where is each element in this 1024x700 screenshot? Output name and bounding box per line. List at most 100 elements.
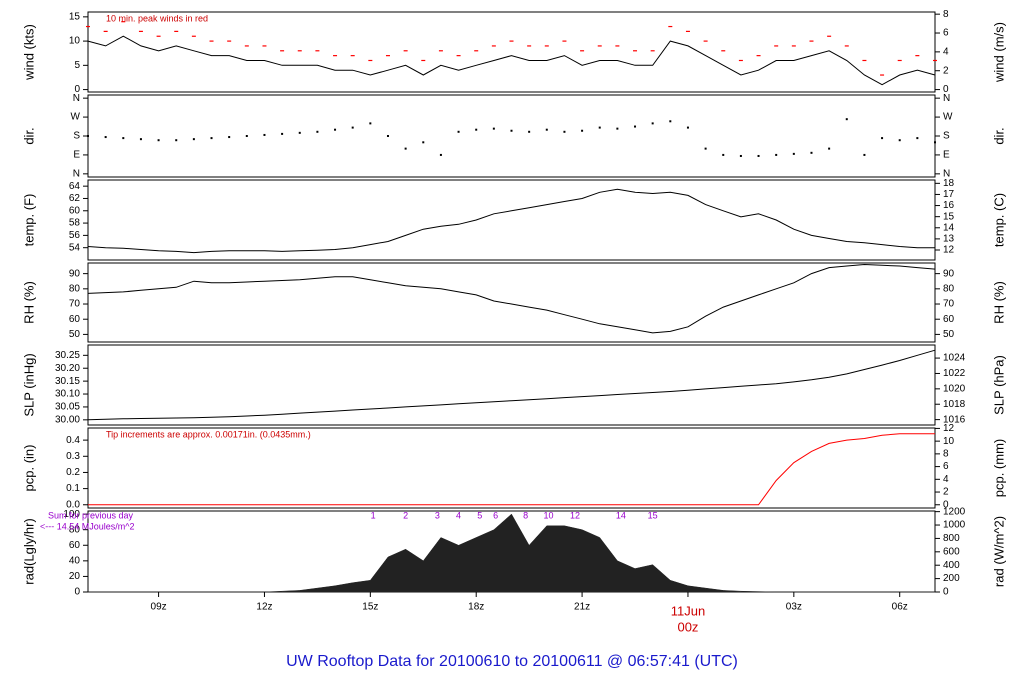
dir-point	[510, 129, 513, 132]
y-tick-label: 60	[69, 314, 81, 325]
dir-point	[87, 135, 89, 137]
dir-point	[881, 137, 884, 140]
y2-axis-label: RH (%)	[991, 281, 1006, 324]
dir-point	[175, 139, 178, 142]
hour-label: 6	[493, 510, 498, 520]
hour-label: 10	[544, 510, 554, 520]
dir-point	[404, 147, 407, 150]
dir-point	[757, 154, 760, 157]
chart-title: UW Rooftop Data for 20100610 to 20100611…	[286, 653, 738, 670]
hour-label: 14	[616, 510, 626, 520]
y2-tick-label: 16	[943, 200, 955, 211]
y2-tick-label: E	[943, 150, 950, 161]
y-tick-label: 5	[74, 60, 80, 71]
dir-point	[334, 128, 337, 131]
y-tick-label: 10	[69, 36, 81, 47]
dir-point	[581, 129, 584, 132]
y2-tick-label: 12	[943, 245, 955, 256]
y2-axis-label: dir.	[991, 127, 1006, 144]
x-tick-label: 18z	[468, 602, 484, 613]
y-tick-label: 70	[69, 299, 81, 310]
dir-point	[704, 147, 707, 150]
y-axis-label: RH (%)	[21, 281, 36, 324]
y-tick-label: 64	[69, 181, 81, 192]
y-tick-label: 62	[69, 193, 81, 204]
hour-label: 5	[477, 510, 482, 520]
y2-tick-label: 4	[943, 47, 949, 58]
dir-point	[457, 130, 460, 133]
x-tick-label: 06z	[892, 602, 908, 613]
y-axis-label: wind (kts)	[21, 24, 36, 81]
dir-point	[669, 120, 672, 123]
y2-tick-label: 13	[943, 234, 955, 245]
dir-point	[792, 152, 795, 155]
y2-tick-label: 1022	[943, 368, 966, 379]
y-tick-label: 30.25	[55, 350, 80, 361]
x-tick-label: 12z	[256, 602, 272, 613]
y-tick-label: 30.05	[55, 402, 80, 413]
panel-frame	[87, 262, 936, 343]
y-tick-label: 58	[69, 218, 81, 229]
y2-tick-label: 50	[943, 329, 955, 340]
y-tick-label: 30.00	[55, 414, 80, 425]
y2-tick-label: 1018	[943, 399, 966, 410]
dir-point	[316, 130, 319, 133]
y2-tick-label: 4	[943, 474, 949, 485]
y-axis-label: rad(Lgly/hr)	[21, 518, 36, 584]
y2-tick-label: 1024	[943, 353, 966, 364]
dir-point	[263, 133, 266, 136]
y-tick-label: 0	[74, 587, 80, 598]
x-tick-label: 03z	[786, 602, 802, 613]
y-tick-label: N	[73, 168, 80, 179]
panel-frame	[87, 344, 936, 426]
hour-label: 4	[456, 510, 461, 520]
y2-tick-label: 0	[943, 587, 949, 598]
y-axis-label: temp. (F)	[21, 194, 36, 247]
hour-label: 8	[523, 510, 528, 520]
dir-point	[139, 138, 142, 141]
y-tick-label: 60	[69, 205, 81, 216]
y2-tick-label: 400	[943, 560, 960, 571]
hour-label: 2	[403, 510, 408, 520]
x-tick-label: 15z	[362, 602, 378, 613]
y-tick-label: 56	[69, 230, 81, 241]
y2-tick-label: 70	[943, 299, 955, 310]
series-line	[87, 263, 936, 334]
dir-point	[598, 126, 601, 129]
dir-point	[210, 137, 213, 140]
y2-tick-label: 90	[943, 268, 955, 279]
x-tick-label: 21z	[574, 602, 590, 613]
y-tick-label: 15	[69, 11, 81, 22]
dir-point	[775, 153, 778, 156]
dir-point	[686, 126, 689, 129]
y2-tick-label: 800	[943, 533, 960, 544]
y2-axis-label: temp. (C)	[991, 193, 1006, 247]
y2-tick-label: 60	[943, 314, 955, 325]
y2-tick-label: 0	[943, 499, 949, 510]
dir-point	[298, 131, 301, 134]
dir-point	[916, 137, 919, 140]
series-line	[88, 433, 935, 506]
dir-point	[475, 128, 478, 131]
y2-tick-label: 17	[943, 189, 955, 200]
hour-label: 15	[648, 510, 658, 520]
y-tick-label: 20	[69, 571, 81, 582]
y-tick-label: 30.10	[55, 389, 80, 400]
y2-tick-label: 6	[943, 28, 949, 39]
dir-point	[863, 153, 866, 156]
dir-point	[651, 122, 654, 125]
y-axis-label: SLP (inHg)	[21, 353, 36, 416]
x-tick-label: 00z	[677, 619, 698, 634]
y-tick-label: N	[73, 93, 80, 104]
dir-point	[898, 139, 901, 142]
y-tick-label: 54	[69, 242, 81, 253]
side-note: Sum for previous day	[48, 510, 134, 520]
y-tick-label: 30.20	[55, 363, 80, 374]
y2-tick-label: S	[943, 131, 950, 142]
panel-frame	[87, 427, 936, 509]
y-tick-label: 100	[63, 509, 80, 520]
series-line	[87, 35, 936, 86]
dir-point	[439, 153, 442, 156]
dir-point	[810, 151, 813, 154]
y2-tick-label: 1020	[943, 383, 966, 394]
